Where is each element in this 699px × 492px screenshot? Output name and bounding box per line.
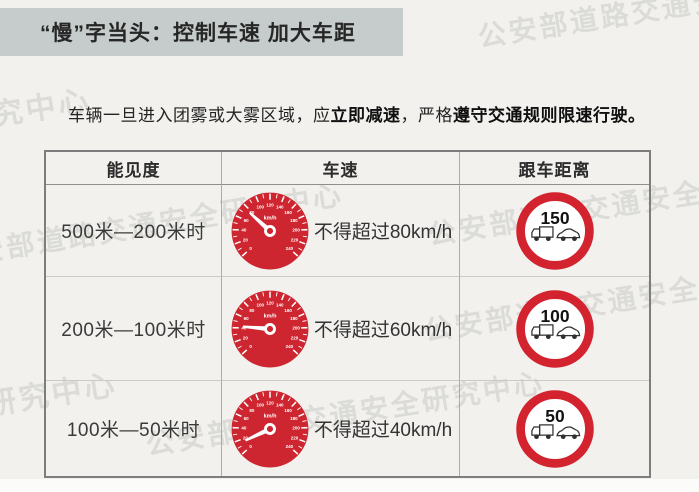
- dial-number: 180: [290, 316, 298, 321]
- speed-limit-text: 不得超过60km/h: [313, 320, 453, 341]
- dial-number: 0: [249, 444, 252, 449]
- speedometer-unit: km/h: [263, 413, 277, 419]
- dial-number: 80: [249, 209, 255, 214]
- table-row-3-visibility-cell: 100米—50米时: [46, 381, 222, 476]
- dial-number: 20: [243, 237, 249, 242]
- speed-limit-text: 不得超过80km/h: [313, 222, 453, 243]
- fog-speed-table: 能见度 车速 跟车距离 500米—200米时 0 20 40 60 80 100 120 14…: [44, 150, 651, 478]
- dial-number: 140: [276, 204, 284, 209]
- dial-number: 80: [249, 407, 255, 412]
- dial-number: 20: [243, 335, 249, 340]
- car-icon: [555, 325, 580, 339]
- intro-bold-slow-down: 立即减速: [330, 106, 401, 125]
- dial-number: 220: [291, 237, 299, 242]
- table-row-1-distance-cell: 150: [460, 185, 649, 277]
- header-distance: 跟车距离: [460, 152, 649, 185]
- dial-number: 60: [243, 218, 249, 223]
- truck-icon: [530, 423, 554, 439]
- header-visibility: 能见度: [46, 152, 222, 185]
- speed-limit-text: 不得超过40km/h: [313, 420, 453, 441]
- visibility-range: 500米—200米时: [61, 222, 206, 243]
- intro-text: 车辆一旦进入团雾或大雾区域，应立即减速，严格遵守交通规则限速行驶。: [68, 101, 668, 126]
- dial-number: 40: [241, 325, 247, 330]
- page-title: “慢”字当头：控制车速 加大车距: [40, 22, 356, 45]
- car-icon: [555, 227, 580, 241]
- dial-number: 240: [286, 344, 294, 349]
- dial-number: 20: [243, 435, 249, 440]
- speedometer-unit: km/h: [263, 215, 277, 221]
- dial-number: 140: [276, 402, 284, 407]
- dial-number: 80: [249, 307, 255, 312]
- speedometer-needle: [242, 325, 271, 331]
- dial-number: 40: [241, 425, 247, 430]
- dial-number: 120: [266, 202, 274, 207]
- dial-number: 160: [284, 209, 292, 214]
- following-distance-sign: 150: [515, 191, 594, 270]
- dial-number: 100: [256, 302, 264, 307]
- dial-number: 240: [286, 246, 294, 251]
- distance-sign-value: 50: [545, 405, 564, 425]
- dial-number: 200: [292, 425, 300, 430]
- dial-number: 180: [290, 416, 298, 421]
- truck-icon: [530, 225, 554, 241]
- dial-number: 240: [286, 444, 294, 449]
- dial-number: 100: [256, 402, 264, 407]
- dial-number: 0: [249, 344, 252, 349]
- bottom-margin-strip: [0, 479, 699, 492]
- intro-segment: 车辆一旦进入团雾或大雾区域，应: [68, 106, 331, 125]
- dial-number: 100: [256, 204, 264, 209]
- following-distance-sign: 50: [515, 389, 594, 468]
- dial-number: 200: [292, 325, 300, 330]
- dial-number: 0: [249, 246, 252, 251]
- following-distance-sign: 100: [515, 289, 594, 368]
- car-icon: [555, 425, 580, 439]
- visibility-range: 200米—100米时: [61, 320, 206, 341]
- header-speed: 车速: [222, 152, 460, 185]
- distance-sign-value: 100: [540, 305, 569, 325]
- title-banner: “慢”字当头：控制车速 加大车距: [0, 8, 403, 56]
- dial-number: 40: [241, 227, 247, 232]
- dial-number: 180: [290, 218, 298, 223]
- table-row-3-speed-cell: 0 20 40 60 80 100 120 140 160 180 200 220 240 km/h 不…: [222, 381, 460, 476]
- dial-number: 220: [291, 335, 299, 340]
- table-row-1-visibility-cell: 500米—200米时: [46, 185, 222, 277]
- truck-icon: [530, 323, 554, 339]
- dial-number: 160: [284, 307, 292, 312]
- speedometer-unit: km/h: [263, 313, 277, 319]
- table-row-1-speed-cell: 0 20 40 60 80 100 120 140 160 180 200 220 240 km/h 不…: [222, 185, 460, 277]
- dial-number: 140: [276, 302, 284, 307]
- dial-number: 60: [243, 416, 249, 421]
- table-row-2-distance-cell: 100: [460, 277, 649, 381]
- dial-number: 200: [292, 227, 300, 232]
- dial-number: 220: [291, 435, 299, 440]
- dial-number: 120: [266, 300, 274, 305]
- table-row-2-speed-cell: 0 20 40 60 80 100 120 140 160 180 200 220 240 km/h 不…: [222, 277, 460, 381]
- intro-bold-rules: 遵守交通规则限速行驶。: [453, 106, 646, 125]
- table-row-2-visibility-cell: 200米—100米时: [46, 277, 222, 381]
- intro-segment: ，严格: [400, 106, 453, 125]
- table-row-3-distance-cell: 50: [460, 381, 649, 476]
- dial-number: 60: [243, 316, 249, 321]
- dial-number: 120: [266, 400, 274, 405]
- distance-sign-value: 150: [540, 207, 569, 227]
- visibility-range: 100米—50米时: [66, 420, 201, 441]
- dial-number: 160: [284, 407, 292, 412]
